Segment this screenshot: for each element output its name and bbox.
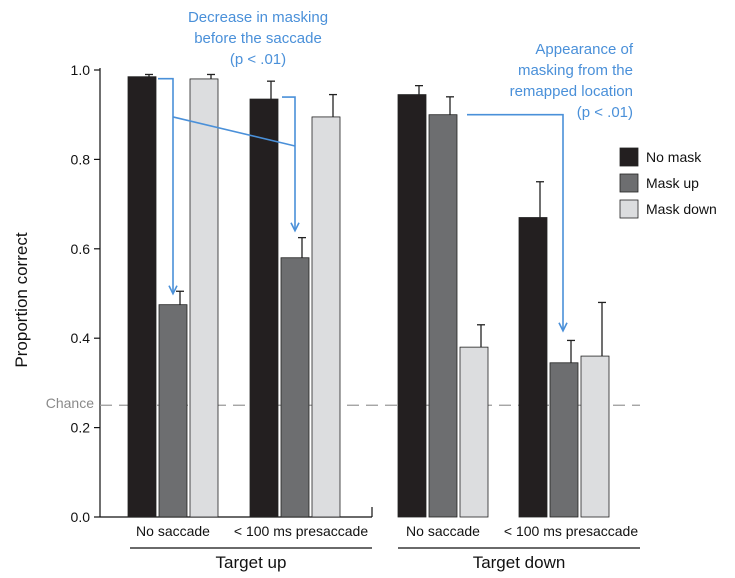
bar: [158, 304, 188, 518]
group-label: Target down: [473, 553, 566, 572]
bar: [459, 346, 489, 518]
group-label: Target up: [216, 553, 287, 572]
bar: [549, 362, 579, 518]
bar: [428, 114, 458, 518]
annotation-arrowhead: [290, 222, 300, 233]
y-tick-label: 0.4: [71, 330, 91, 346]
legend-label: Mask down: [646, 201, 717, 217]
bar: [580, 355, 610, 518]
axes: 0.0 0.2 0.4 0.6 0.8 1.0 No saccade < 100 ms pre…: [71, 62, 640, 572]
chance-label: Chance: [46, 395, 94, 411]
bar: [249, 98, 279, 518]
bars: [127, 76, 610, 518]
legend-swatch: [619, 147, 639, 167]
annotation-text: (p < .01): [577, 104, 633, 121]
bar: [518, 217, 548, 518]
category-label: No saccade: [136, 523, 210, 539]
annotation-text: (p < .01): [230, 51, 286, 68]
annotation-arrowhead: [558, 322, 568, 333]
y-axis-label: Proportion correct: [12, 232, 31, 367]
annotation-text: Appearance of: [535, 41, 633, 58]
y-tick-label: 0.2: [71, 420, 91, 436]
y-tick-label: 0.6: [71, 241, 91, 257]
bar: [189, 78, 219, 518]
bar: [127, 76, 157, 518]
annotations: Decrease in masking before the saccade (p …: [158, 9, 634, 333]
annotation-connector: [172, 116, 296, 147]
legend-label: No mask: [646, 149, 702, 165]
legend-label: Mask up: [646, 175, 699, 191]
annotation-text: remapped location: [510, 83, 633, 100]
bar: [311, 116, 341, 518]
y-tick-label: 1.0: [71, 62, 91, 78]
annotation-text: before the saccade: [194, 30, 322, 47]
category-label: < 100 ms presaccade: [234, 523, 368, 539]
category-label: < 100 ms presaccade: [504, 523, 638, 539]
legend-swatch: [619, 199, 639, 219]
y-tick-label: 0.8: [71, 151, 91, 167]
y-tick-label: 0.0: [71, 509, 91, 525]
bar: [280, 257, 310, 518]
annotation-bracket: [158, 77, 174, 293]
legend-swatch: [619, 173, 639, 193]
annotation-text: masking from the: [518, 62, 633, 79]
error-bars: [145, 73, 606, 363]
annotation-text: Decrease in masking: [188, 9, 328, 26]
bar: [397, 94, 427, 518]
annotation-bracket: [467, 113, 564, 330]
legend: No mask Mask up Mask down: [619, 147, 717, 219]
annotation-bracket: [282, 96, 296, 230]
category-label: No saccade: [406, 523, 480, 539]
annotation-arrowhead: [168, 285, 178, 296]
